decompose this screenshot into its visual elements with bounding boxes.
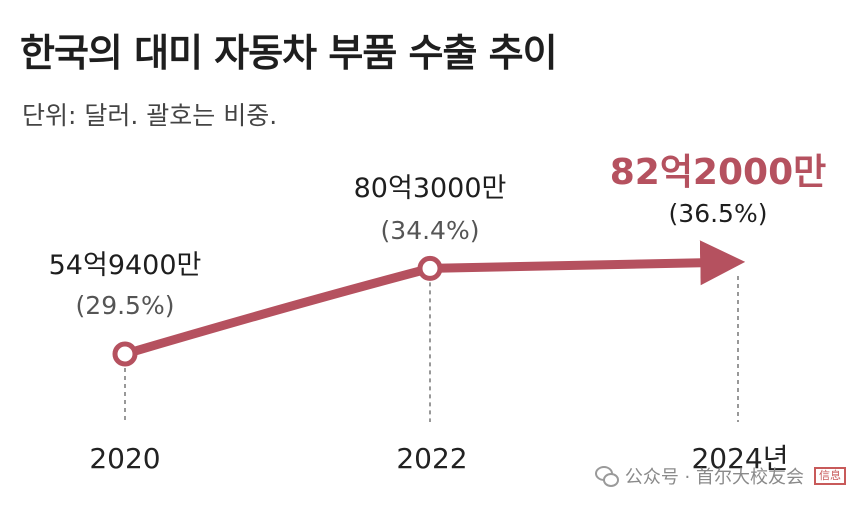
value-label: 80억3000만 bbox=[354, 173, 507, 204]
chart-subtitle: 단위: 달러. 괄호는 비중. bbox=[22, 101, 278, 130]
value-label: 54억9400만 bbox=[49, 250, 202, 281]
wechat-icon bbox=[594, 466, 619, 487]
seal-stamp: 信息 bbox=[814, 467, 846, 485]
share-label: (29.5%) bbox=[76, 291, 175, 320]
chart-title: 한국의 대미 자동차 부품 수출 추이 bbox=[20, 31, 558, 75]
watermark: 公众号 · 首尔大校友会 信息 bbox=[594, 463, 846, 489]
data-point-2020 bbox=[112, 341, 138, 367]
x-tick-label: 2024년 bbox=[691, 442, 788, 475]
value-label: 82억2000만 bbox=[610, 152, 827, 193]
x-tick-label: 2020 bbox=[89, 442, 160, 475]
series-line bbox=[120, 240, 746, 359]
watermark-text: 公众号 · 首尔大校友会 bbox=[624, 467, 804, 488]
data-point-2022 bbox=[417, 255, 443, 281]
share-label: (34.4%) bbox=[381, 216, 480, 245]
x-tick-label: 2022 bbox=[396, 442, 467, 475]
share-label: (36.5%) bbox=[669, 199, 768, 228]
